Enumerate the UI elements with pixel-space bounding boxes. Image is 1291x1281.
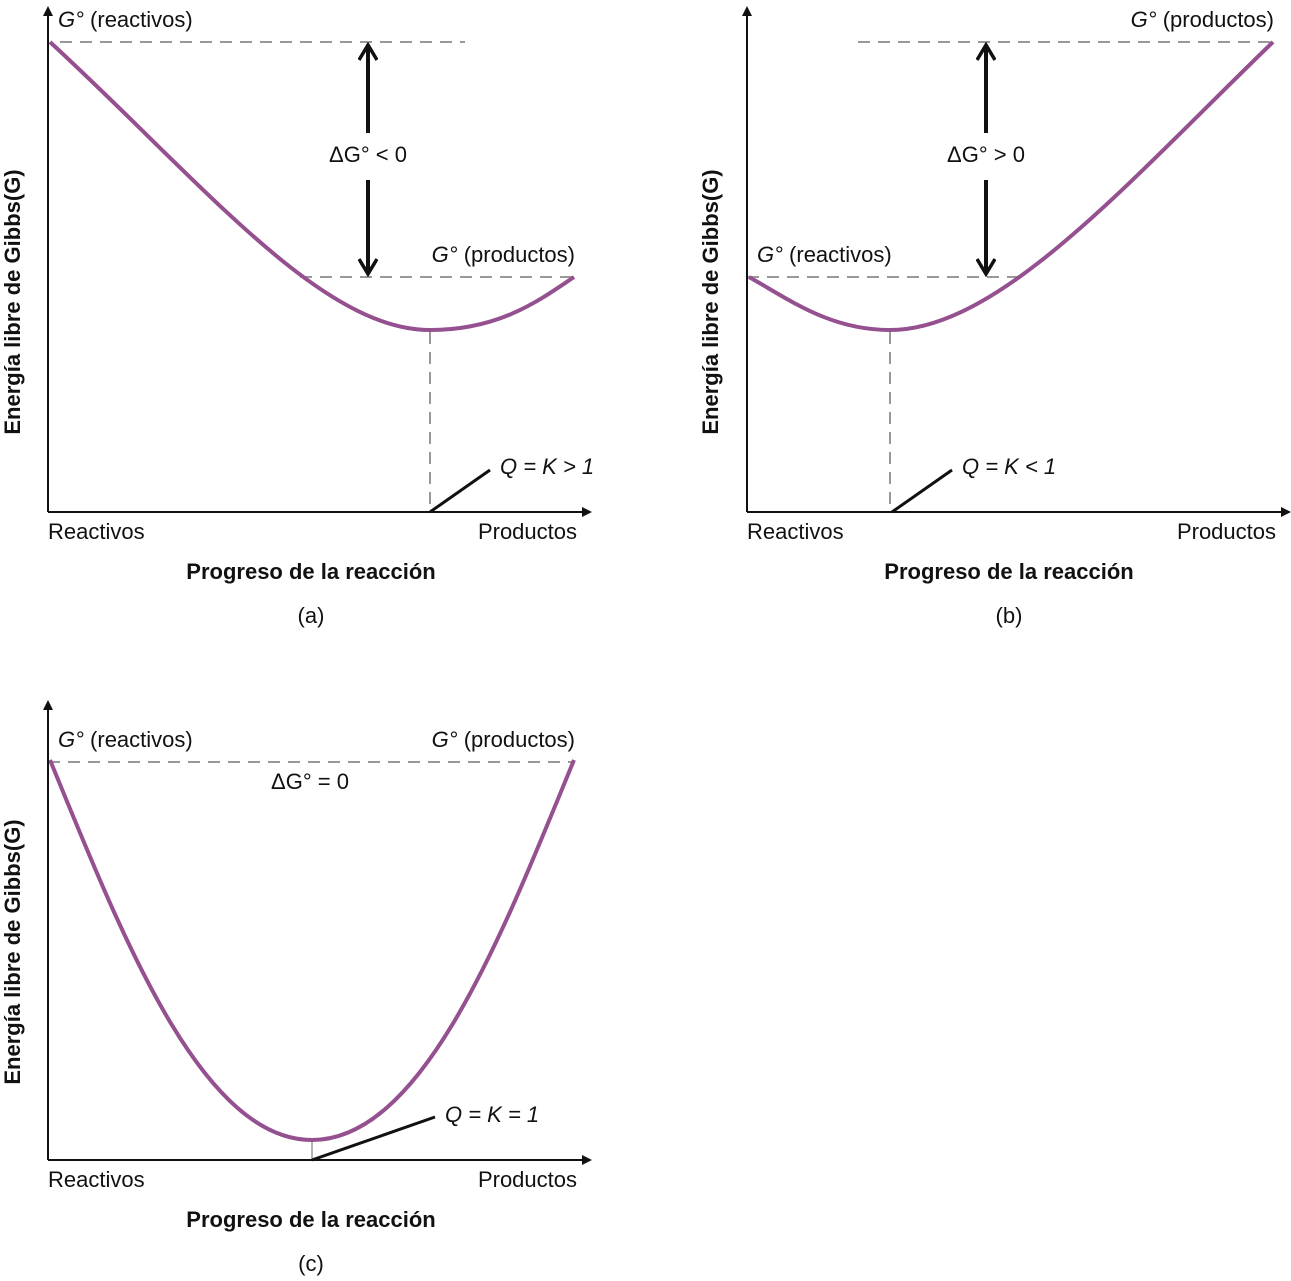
x-axis-label: Progreso de la reacción — [186, 1207, 435, 1232]
label: (productos) — [1163, 7, 1274, 32]
products-label: G° (productos) — [432, 727, 575, 752]
gibbs-curve — [748, 40, 1275, 333]
label: (reactivos) — [90, 727, 193, 752]
y-axis-label: Energía libre de Gibbs(G) — [0, 819, 25, 1084]
x-end-label: Productos — [478, 519, 577, 544]
caption: (b) — [996, 603, 1023, 628]
pointer — [429, 468, 491, 514]
symbol: G° — [432, 242, 458, 267]
equilibrium-label: Q = K < 1 — [962, 454, 1056, 479]
pointer — [311, 1115, 436, 1162]
reactants-label: G° (reactivos) — [757, 242, 892, 267]
pointer — [891, 468, 953, 514]
symbol: G° — [58, 727, 84, 752]
products-label: G° (productos) — [1131, 7, 1274, 32]
x-end-label: Productos — [1177, 519, 1276, 544]
y-axis-label: Energía libre de Gibbs(G) — [698, 169, 723, 434]
symbol: G° — [58, 7, 84, 32]
reactants-label: G° (reactivos) — [58, 727, 193, 752]
label: (productos) — [464, 727, 575, 752]
equilibrium-label: Q = K = 1 — [445, 1102, 539, 1127]
x-end-label: Productos — [478, 1167, 577, 1192]
panel-c: G° (reactivos) G° (productos) ΔG° = 0 Q … — [0, 700, 592, 1276]
label: (reactivos) — [90, 7, 193, 32]
caption: (c) — [298, 1251, 324, 1276]
x-start-label: Reactivos — [48, 519, 145, 544]
x-axis-label: Progreso de la reacción — [186, 559, 435, 584]
delta-label: ΔG° < 0 — [329, 142, 407, 167]
y-axis-label: Energía libre de Gibbs(G) — [0, 169, 25, 434]
panel-b: G° (productos) G° (reactivos) ΔG° > 0 Q … — [698, 6, 1291, 628]
caption: (a) — [298, 603, 325, 628]
gibbs-curve — [48, 40, 576, 333]
symbol: G° — [757, 242, 783, 267]
x-axis-label: Progreso de la reacción — [884, 559, 1133, 584]
delta-label: ΔG° > 0 — [947, 142, 1025, 167]
label: (reactivos) — [789, 242, 892, 267]
x-start-label: Reactivos — [747, 519, 844, 544]
delta-label: ΔG° = 0 — [271, 769, 349, 794]
symbol: G° — [432, 727, 458, 752]
equilibrium-label: Q = K > 1 — [500, 454, 594, 479]
products-label: G° (productos) — [432, 242, 575, 267]
panel-a: G° (reactivos) G° (productos) ΔG° < 0 Q … — [0, 6, 594, 628]
label: (productos) — [464, 242, 575, 267]
x-start-label: Reactivos — [48, 1167, 145, 1192]
symbol: G° — [1131, 7, 1157, 32]
reactants-label: G° (reactivos) — [58, 7, 193, 32]
gibbs-curve — [48, 759, 576, 1143]
